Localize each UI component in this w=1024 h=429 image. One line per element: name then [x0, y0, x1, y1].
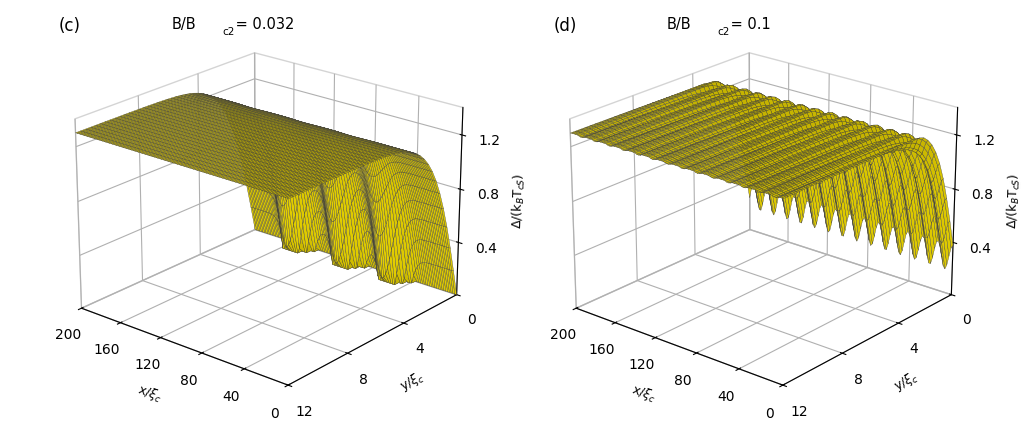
Text: (c): (c) [58, 17, 81, 35]
Y-axis label: y/$\xi_c$: y/$\xi_c$ [396, 368, 427, 395]
Text: c2: c2 [222, 27, 234, 37]
Text: B/B: B/B [667, 17, 691, 32]
X-axis label: x/$\xi_c$: x/$\xi_c$ [630, 381, 658, 406]
Text: c2: c2 [717, 27, 730, 37]
Text: = 0.1: = 0.1 [726, 17, 770, 32]
Text: = 0.032: = 0.032 [231, 17, 294, 32]
X-axis label: x/$\xi_c$: x/$\xi_c$ [134, 381, 164, 406]
Text: (d): (d) [553, 17, 577, 35]
Y-axis label: y/$\xi_c$: y/$\xi_c$ [891, 368, 922, 395]
Text: B/B: B/B [172, 17, 197, 32]
